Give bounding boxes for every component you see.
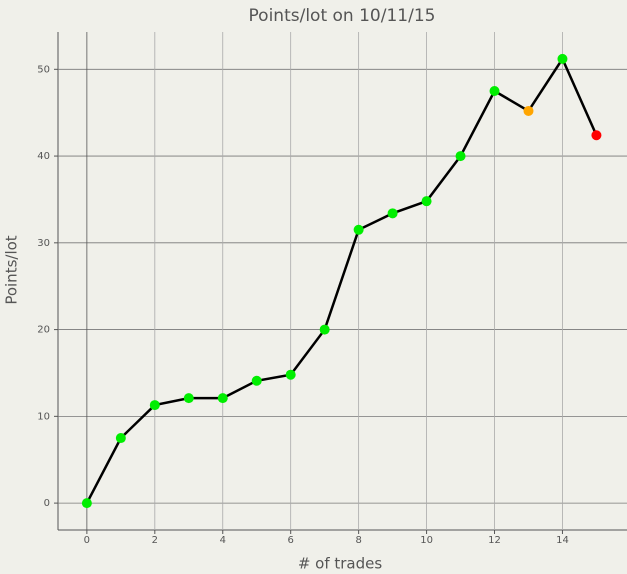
point — [81, 498, 92, 509]
point — [115, 433, 126, 444]
x-axis-label: # of trades — [298, 555, 383, 573]
point — [149, 400, 160, 411]
y-tick-label: 50 — [37, 64, 50, 75]
point — [591, 130, 602, 141]
x-tick-label: 12 — [488, 535, 501, 546]
chart-title: Points/lot on 10/11/15 — [249, 6, 436, 26]
x-tick-label: 8 — [355, 535, 361, 546]
point — [387, 208, 398, 219]
x-tick-label: 0 — [84, 535, 90, 546]
point — [319, 324, 330, 335]
point — [285, 369, 296, 380]
point — [455, 151, 466, 162]
y-tick-label: 0 — [44, 498, 50, 509]
point — [523, 105, 534, 116]
x-tick-label: 6 — [288, 535, 294, 546]
y-tick-label: 10 — [37, 411, 50, 422]
point — [183, 393, 194, 404]
point — [217, 393, 228, 404]
point — [353, 224, 364, 235]
x-tick-label: 14 — [556, 535, 569, 546]
x-tick-label: 10 — [420, 535, 433, 546]
y-tick-label: 30 — [37, 238, 50, 249]
y-axis-label: Points/lot — [3, 235, 21, 304]
x-tick-label: 2 — [152, 535, 158, 546]
line — [85, 56, 598, 504]
point — [251, 375, 262, 386]
y-tick-label: 40 — [37, 151, 50, 162]
point — [557, 53, 568, 64]
point — [489, 85, 500, 96]
x-tick-label: 4 — [220, 535, 226, 546]
point — [421, 196, 432, 207]
y-tick-label: 20 — [37, 325, 50, 336]
